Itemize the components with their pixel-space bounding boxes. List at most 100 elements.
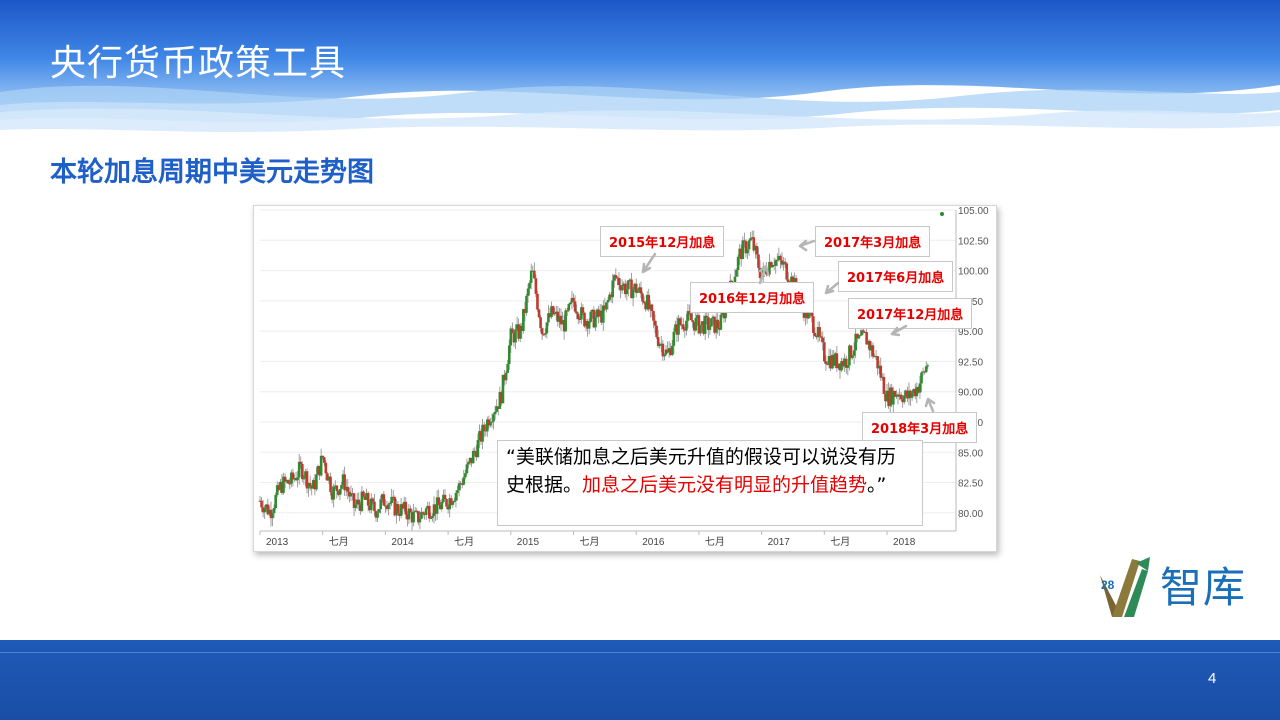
candle-body [448,498,451,510]
candle-body [777,255,781,260]
candle-body [630,279,633,299]
candle-body [305,471,309,489]
candle-body [617,278,621,286]
candle-body [565,310,569,312]
candle-body [475,451,478,458]
candle-body [277,485,281,490]
candle-body [509,328,513,346]
candle-body [620,286,624,291]
candle-body [840,361,843,371]
candle-body [377,509,381,513]
candle-body [418,518,422,523]
candle-body [606,300,610,303]
candle-body [598,310,602,317]
candle-body [348,491,351,497]
candle-body [536,293,539,310]
candle-body [296,477,299,481]
candle-body [316,466,320,475]
candle-body [327,476,331,481]
candle-body [390,496,393,503]
candle-body [354,504,357,508]
candle-body [302,478,306,480]
candle-body [592,309,596,328]
candle-body [824,361,828,364]
candle-body [848,345,851,366]
candle-body [609,294,613,298]
candle-body [550,306,553,317]
candle-body [318,466,321,476]
candle-body [467,461,470,465]
candle-body [343,474,346,491]
candle-body [332,486,335,500]
candle-body [733,276,737,286]
candle-body [351,493,354,495]
candle-body [722,312,726,319]
candle-body [735,269,738,277]
candle-body [678,318,682,325]
candle-body [373,501,376,512]
candle-body [780,260,784,265]
candle-body [432,504,436,516]
candle-body [443,494,447,500]
candle-body [902,395,906,403]
candle-body [595,309,599,318]
candle-body [401,504,404,509]
candle-body [545,322,549,334]
candle-body [540,328,544,335]
candle-body [567,304,571,311]
candle-body [335,485,339,492]
candle-body [879,365,883,378]
candle-body [260,500,263,508]
candle-body [638,287,641,291]
candle-body [435,497,439,514]
candle-body [337,491,340,495]
candle-body [790,276,793,285]
candle-body [344,486,348,491]
candle-body [652,310,655,321]
candle-body [427,505,431,519]
candle-body [583,312,586,327]
candle-body [523,308,527,313]
candle-body [669,348,673,356]
candle-body [641,293,644,302]
candle-body [644,302,647,310]
candle-body [710,318,713,327]
candle-body [841,361,845,367]
candle-body [653,320,657,326]
candle-body [470,457,473,464]
candle-body [694,317,698,331]
candle-body [738,248,741,257]
candle-body [876,356,879,369]
candle-body [818,327,821,337]
candle-body [399,504,403,516]
candle-body [514,329,517,343]
candle-body [584,320,588,327]
callout-2015-12: 2015年12月加息 [600,226,725,257]
candle-body [487,419,491,426]
candle-body [272,508,276,514]
candle-body [291,472,295,480]
y-tick-label: 95.00 [958,327,983,338]
candle-body [750,237,754,239]
candle-body [743,240,746,242]
candle-body [674,324,677,332]
header-banner [0,0,1280,135]
candle-body [666,349,669,353]
candle-body [528,282,531,289]
candle-body [739,248,743,260]
candle-body [285,480,288,482]
candle-body [438,505,442,510]
candle-body [420,512,423,519]
candle-body [700,321,704,325]
candle-body [288,483,292,485]
candle-body [534,278,538,294]
candle-body [578,319,582,321]
candle-body [261,507,265,513]
candle-body [586,320,589,329]
candle-body [677,318,680,335]
candle-body [476,440,480,458]
candle-body [537,309,541,318]
x-tick-label: 2013 [266,537,289,548]
candle-body [415,510,419,512]
